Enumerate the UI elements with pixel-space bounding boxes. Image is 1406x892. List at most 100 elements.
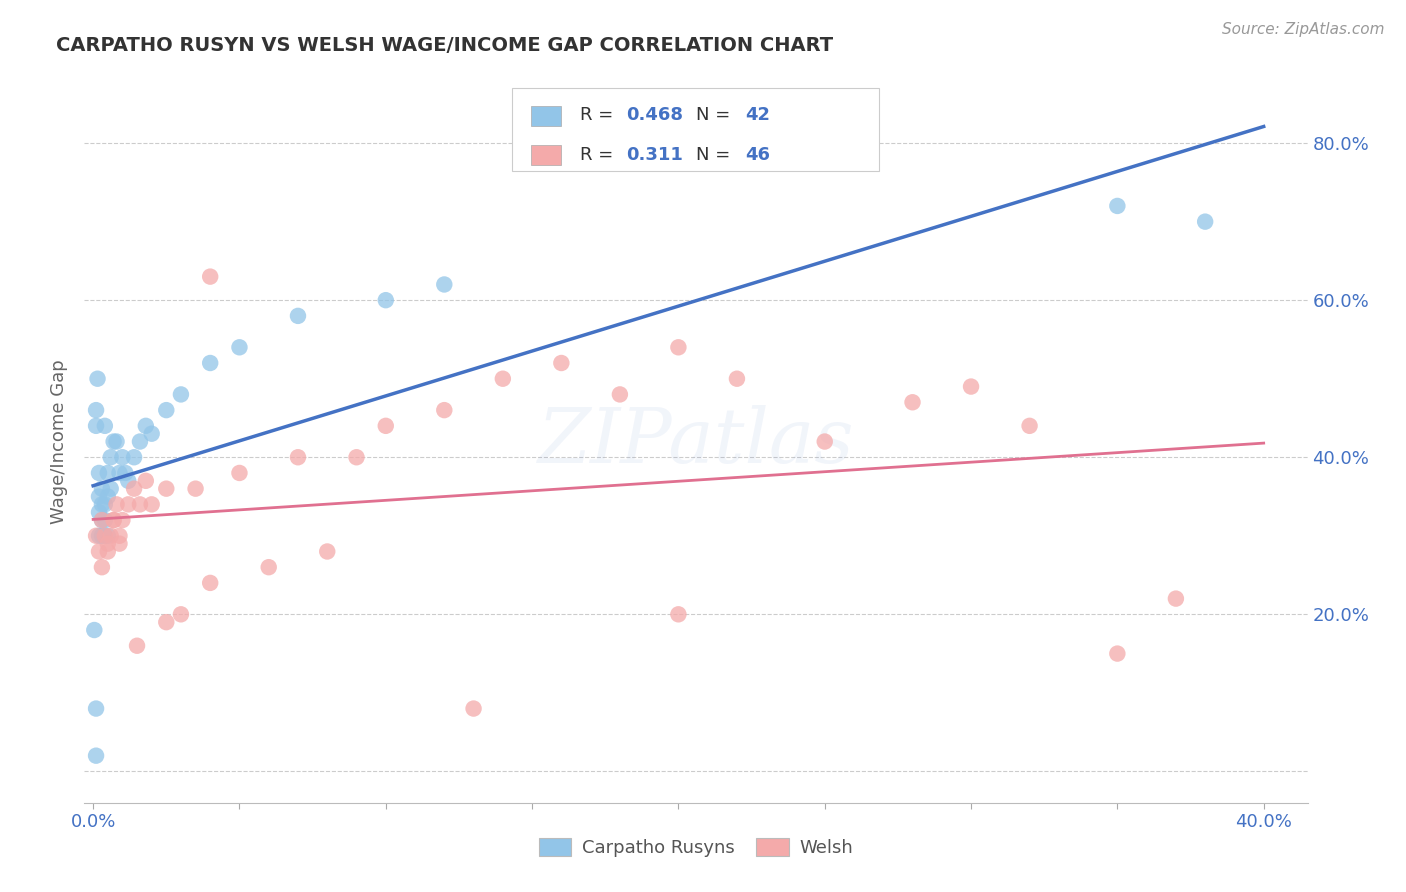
Point bbox=[84, 701, 107, 715]
Point bbox=[94, 529, 117, 543]
Point bbox=[103, 434, 125, 449]
Point bbox=[84, 418, 107, 433]
Point bbox=[257, 560, 280, 574]
Point bbox=[228, 466, 250, 480]
Point bbox=[198, 269, 221, 284]
Point bbox=[122, 482, 145, 496]
Point bbox=[90, 513, 112, 527]
Point bbox=[84, 403, 107, 417]
Text: N =: N = bbox=[696, 145, 735, 163]
Point bbox=[170, 387, 193, 401]
Text: 0.468: 0.468 bbox=[626, 106, 683, 125]
Point bbox=[108, 536, 131, 550]
Y-axis label: Wage/Income Gap: Wage/Income Gap bbox=[51, 359, 69, 524]
Point bbox=[97, 490, 120, 504]
Point bbox=[901, 395, 924, 409]
Point bbox=[170, 607, 193, 622]
Point bbox=[155, 615, 177, 630]
Point bbox=[83, 623, 105, 637]
Point bbox=[374, 293, 396, 308]
Point bbox=[111, 513, 134, 527]
FancyBboxPatch shape bbox=[513, 87, 880, 170]
Point bbox=[86, 372, 108, 386]
Point bbox=[100, 482, 122, 496]
Text: Source: ZipAtlas.com: Source: ZipAtlas.com bbox=[1222, 22, 1385, 37]
FancyBboxPatch shape bbox=[531, 106, 561, 127]
Point bbox=[287, 309, 309, 323]
Point bbox=[97, 544, 120, 558]
Point bbox=[103, 513, 125, 527]
Point bbox=[492, 372, 515, 386]
Point bbox=[90, 482, 112, 496]
Point bbox=[94, 418, 117, 433]
Point bbox=[84, 748, 107, 763]
Point bbox=[108, 466, 131, 480]
Text: R =: R = bbox=[579, 145, 624, 163]
Point bbox=[1107, 647, 1129, 661]
Point bbox=[97, 536, 120, 550]
Text: 42: 42 bbox=[745, 106, 770, 125]
Point bbox=[1194, 214, 1216, 228]
Point bbox=[111, 450, 134, 465]
Point bbox=[550, 356, 572, 370]
Point bbox=[87, 505, 110, 519]
Point bbox=[129, 434, 152, 449]
Point bbox=[125, 639, 148, 653]
Point bbox=[135, 418, 157, 433]
Point bbox=[374, 418, 396, 433]
Point bbox=[97, 529, 120, 543]
Point bbox=[117, 474, 139, 488]
Point bbox=[100, 450, 122, 465]
Text: 46: 46 bbox=[745, 145, 770, 163]
Point bbox=[103, 513, 125, 527]
Point bbox=[90, 529, 112, 543]
Point bbox=[198, 356, 221, 370]
Text: ZIPatlas: ZIPatlas bbox=[537, 405, 855, 478]
Text: CARPATHO RUSYN VS WELSH WAGE/INCOME GAP CORRELATION CHART: CARPATHO RUSYN VS WELSH WAGE/INCOME GAP … bbox=[56, 36, 834, 54]
Point bbox=[463, 701, 485, 715]
Point bbox=[97, 466, 120, 480]
Point bbox=[141, 426, 163, 441]
Point bbox=[814, 434, 837, 449]
Point bbox=[105, 497, 128, 511]
Point bbox=[87, 466, 110, 480]
Point bbox=[1107, 199, 1129, 213]
Point bbox=[155, 482, 177, 496]
Point bbox=[135, 474, 157, 488]
Point bbox=[129, 497, 152, 511]
Point bbox=[108, 529, 131, 543]
Point bbox=[668, 607, 690, 622]
Point bbox=[155, 403, 177, 417]
Point bbox=[316, 544, 339, 558]
Point bbox=[84, 529, 107, 543]
Point bbox=[105, 434, 128, 449]
Point bbox=[122, 450, 145, 465]
FancyBboxPatch shape bbox=[531, 145, 561, 165]
Point bbox=[100, 529, 122, 543]
Point bbox=[90, 513, 112, 527]
Point bbox=[87, 529, 110, 543]
Point bbox=[287, 450, 309, 465]
Point bbox=[725, 372, 748, 386]
Point bbox=[184, 482, 207, 496]
Point bbox=[87, 490, 110, 504]
Legend: Carpatho Rusyns, Welsh: Carpatho Rusyns, Welsh bbox=[530, 829, 862, 866]
Point bbox=[198, 575, 221, 590]
Point bbox=[87, 544, 110, 558]
Point bbox=[668, 340, 690, 354]
Point bbox=[114, 466, 136, 480]
Point bbox=[1164, 591, 1187, 606]
Point bbox=[94, 513, 117, 527]
Text: 0.311: 0.311 bbox=[626, 145, 683, 163]
Text: N =: N = bbox=[696, 106, 735, 125]
Point bbox=[228, 340, 250, 354]
Point bbox=[90, 560, 112, 574]
Point bbox=[609, 387, 631, 401]
Point bbox=[346, 450, 368, 465]
Point bbox=[433, 277, 456, 292]
Point bbox=[960, 379, 983, 393]
Point bbox=[94, 529, 117, 543]
Point bbox=[433, 403, 456, 417]
Point bbox=[1018, 418, 1040, 433]
Point bbox=[141, 497, 163, 511]
